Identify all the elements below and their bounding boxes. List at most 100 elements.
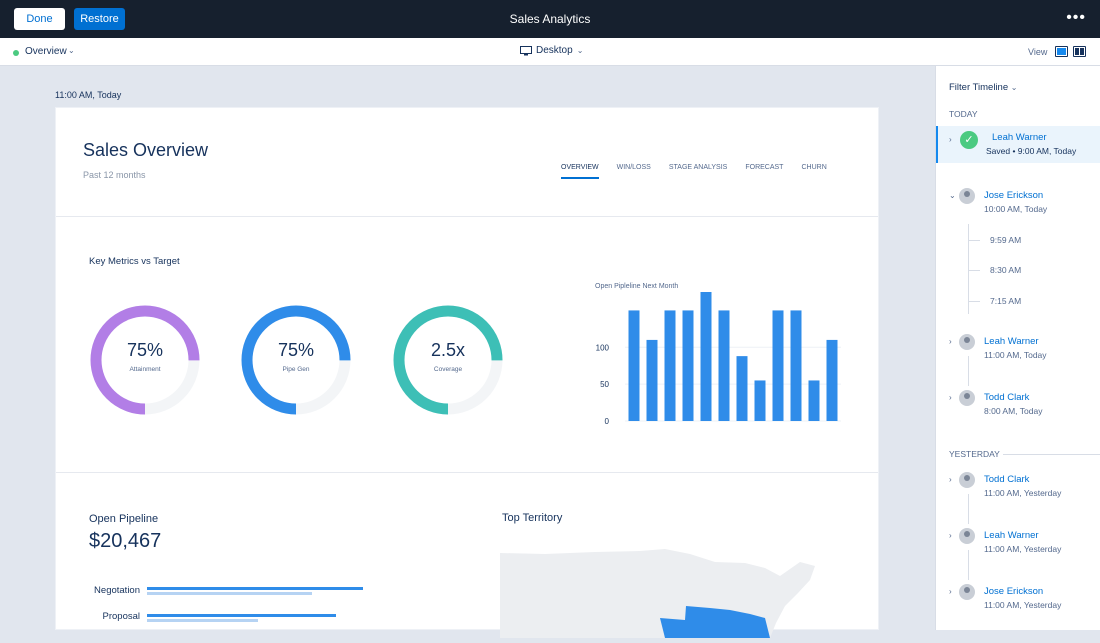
tab-overview[interactable]: OVERVIEW bbox=[561, 164, 599, 179]
pipeline-bar-chart: Open Pipleline Next Month 0 50 100 bbox=[591, 278, 851, 433]
chevron-down-icon[interactable]: ⌄ bbox=[949, 191, 956, 200]
stage-bar-primary[interactable] bbox=[147, 614, 336, 617]
done-button[interactable]: Done bbox=[14, 8, 65, 30]
timeline-name[interactable]: Jose Erickson bbox=[984, 586, 1044, 597]
territory-map[interactable] bbox=[500, 548, 840, 643]
stage-label: Proposal bbox=[102, 611, 141, 622]
bar[interactable] bbox=[736, 356, 748, 421]
restore-button[interactable]: Restore bbox=[74, 8, 125, 30]
us-map-shape bbox=[500, 549, 815, 638]
chevron-right-icon[interactable]: › bbox=[949, 135, 952, 144]
section-today: TODAY bbox=[949, 109, 978, 119]
timeline-item[interactable]: › Leah Warner 11:00 AM, Today bbox=[936, 332, 1100, 362]
single-view-icon[interactable] bbox=[1055, 46, 1068, 57]
avatar bbox=[959, 584, 975, 600]
y-tick-label: 50 bbox=[600, 380, 609, 389]
tab-stage-analysis[interactable]: STAGE ANALYSIS bbox=[668, 164, 728, 171]
open-pipeline-title: Open Pipeline bbox=[89, 513, 159, 525]
chevron-right-icon[interactable]: › bbox=[949, 587, 952, 596]
tab-churn[interactable]: CHURN bbox=[801, 164, 827, 171]
bar[interactable] bbox=[718, 310, 730, 421]
timeline-tick bbox=[968, 240, 980, 241]
sub-entry-time[interactable]: 8:30 AM bbox=[990, 265, 1022, 275]
avatar bbox=[959, 528, 975, 544]
timeline-item[interactable]: › Todd Clark 11:00 AM, Yesterday bbox=[936, 470, 1100, 500]
donut-coverage[interactable]: 2.5x Coverage bbox=[392, 304, 504, 416]
more-options-icon[interactable]: ••• bbox=[1066, 9, 1086, 26]
metric-label: Pipe Gen bbox=[282, 366, 310, 373]
bar[interactable] bbox=[682, 310, 694, 421]
timeline-time: Saved • 9:00 AM, Today bbox=[986, 146, 1077, 156]
tab-win-loss[interactable]: WIN/LOSS bbox=[616, 164, 651, 171]
timeline-connector bbox=[968, 550, 969, 580]
top-bar: Done Restore Sales Analytics ••• bbox=[0, 0, 1100, 38]
timeline-name[interactable]: Todd Clark bbox=[984, 474, 1030, 485]
timeline-item[interactable]: › Leah Warner 11:00 AM, Yesterday bbox=[936, 526, 1100, 556]
bar[interactable] bbox=[700, 292, 712, 421]
bar[interactable] bbox=[772, 310, 784, 421]
timeline-name[interactable]: Leah Warner bbox=[984, 336, 1039, 347]
check-icon: ✓ bbox=[960, 131, 978, 149]
split-view-icon[interactable] bbox=[1073, 46, 1086, 57]
avatar bbox=[959, 390, 975, 406]
bar[interactable] bbox=[826, 339, 838, 421]
timeline-tick bbox=[968, 301, 980, 302]
tab-forecast[interactable]: FORECAST bbox=[745, 164, 784, 171]
bar[interactable] bbox=[628, 310, 640, 421]
chevron-right-icon[interactable]: › bbox=[949, 393, 952, 402]
timeline-name[interactable]: Leah Warner bbox=[984, 530, 1039, 541]
dashboard-tabs: OVERVIEW WIN/LOSS STAGE ANALYSIS FORECAS… bbox=[561, 164, 845, 179]
timeline-name[interactable]: Jose Erickson bbox=[984, 190, 1044, 201]
timeline-item[interactable]: ⌄ Jose Erickson 10:00 AM, Today bbox=[936, 186, 1100, 216]
divider bbox=[56, 472, 878, 473]
chart-title: Open Pipleline Next Month bbox=[595, 283, 678, 290]
donut-pipe-gen[interactable]: 75% Pipe Gen bbox=[240, 304, 352, 416]
bar[interactable] bbox=[664, 310, 676, 421]
timeline-panel: Filter Timeline ⌄ TODAY › ✓ Leah Warner … bbox=[935, 66, 1100, 630]
bar[interactable] bbox=[808, 380, 820, 421]
timeline-item[interactable]: › Todd Clark 8:00 AM, Today bbox=[936, 388, 1100, 418]
metric-label: Attainment bbox=[129, 366, 161, 373]
dashboard-subtitle: Past 12 months bbox=[83, 170, 146, 180]
dashboard-title: Sales Overview bbox=[83, 140, 209, 160]
timeline-name[interactable]: Leah Warner bbox=[992, 132, 1047, 143]
sub-entry-time[interactable]: 9:59 AM bbox=[990, 235, 1022, 245]
timeline-time: 11:00 AM, Today bbox=[984, 350, 1047, 360]
timeline-connector bbox=[968, 224, 969, 314]
chevron-down-icon: ⌄ bbox=[1010, 83, 1018, 92]
chevron-down-icon: ⌄ bbox=[576, 46, 584, 55]
timeline-item[interactable]: › ✓ Leah Warner Saved • 9:00 AM, Today bbox=[936, 126, 1100, 163]
filter-label: Filter Timeline bbox=[949, 82, 1009, 93]
donut-attainment[interactable]: 75% Attainment bbox=[89, 304, 201, 416]
device-selector[interactable]: Desktop ⌄ bbox=[520, 45, 583, 56]
device-label: Desktop bbox=[536, 45, 573, 56]
timeline-connector bbox=[968, 356, 969, 386]
bar[interactable] bbox=[646, 339, 658, 421]
timeline-connector bbox=[968, 494, 969, 524]
metric-label: Coverage bbox=[433, 366, 463, 373]
filter-timeline-dropdown[interactable]: Filter Timeline ⌄ bbox=[949, 82, 1017, 93]
stage-bar-primary[interactable] bbox=[147, 587, 363, 590]
timeline-time: 8:00 AM, Today bbox=[984, 406, 1043, 416]
dashboard-card: Sales Overview Past 12 months OVERVIEW W… bbox=[55, 107, 879, 638]
chevron-right-icon[interactable]: › bbox=[949, 531, 952, 540]
sub-entry-time[interactable]: 7:15 AM bbox=[990, 296, 1022, 306]
chevron-right-icon[interactable]: › bbox=[949, 475, 952, 484]
desktop-icon bbox=[520, 45, 532, 55]
stage-bar-secondary[interactable] bbox=[147, 619, 258, 622]
timeline-name[interactable]: Todd Clark bbox=[984, 392, 1030, 403]
page-selector[interactable]: Overview bbox=[25, 46, 67, 57]
chevron-right-icon[interactable]: › bbox=[949, 337, 952, 346]
timeline-time: 10:00 AM, Today bbox=[984, 204, 1048, 214]
bar[interactable] bbox=[754, 380, 766, 421]
timeline-time: 11:00 AM, Yesterday bbox=[984, 488, 1062, 498]
open-pipeline-value: $20,467 bbox=[89, 530, 162, 552]
bar[interactable] bbox=[790, 310, 802, 421]
divider bbox=[56, 216, 878, 217]
chevron-down-icon[interactable]: ⌄ bbox=[68, 46, 75, 55]
stage-bar-secondary[interactable] bbox=[147, 592, 312, 595]
timeline-tick bbox=[968, 270, 980, 271]
timeline-item[interactable]: › Jose Erickson 11:00 AM, Yesterday bbox=[936, 582, 1100, 612]
y-tick-label: 0 bbox=[605, 417, 610, 426]
section-yesterday: YESTERDAY bbox=[949, 449, 1000, 459]
